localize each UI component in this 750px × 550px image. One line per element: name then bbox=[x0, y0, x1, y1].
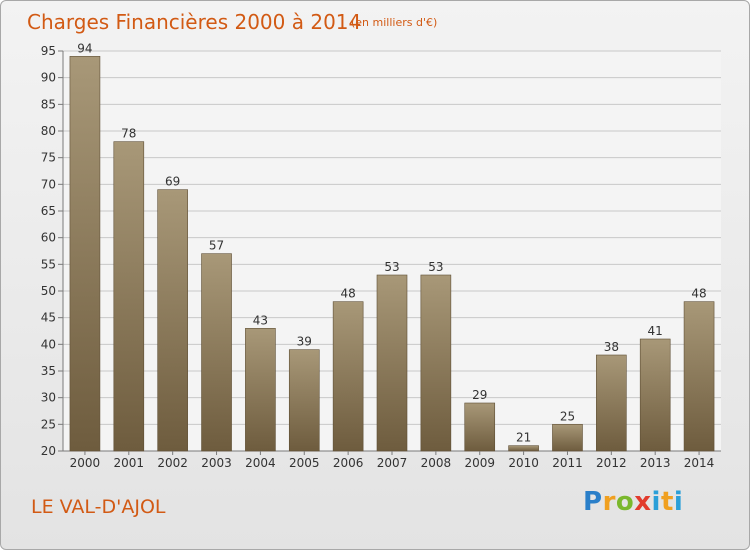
y-tick-label: 65 bbox=[41, 204, 56, 218]
y-tick-label: 20 bbox=[41, 444, 56, 458]
logo-letter-o: o bbox=[615, 487, 635, 517]
x-tick-label-2009: 2009 bbox=[464, 456, 495, 470]
data-label-2003: 57 bbox=[209, 239, 224, 253]
bar-2005 bbox=[288, 349, 320, 452]
y-tick-label: 95 bbox=[41, 44, 56, 58]
commune-name: LE VAL-D'AJOL bbox=[31, 496, 166, 518]
x-tick-label-2007: 2007 bbox=[377, 456, 408, 470]
logo-letter-p: P bbox=[583, 487, 603, 517]
logo-letter-t: t bbox=[660, 487, 674, 517]
bar-2006 bbox=[332, 301, 364, 452]
data-label-2010: 21 bbox=[516, 431, 531, 445]
data-label-2013: 41 bbox=[648, 324, 663, 338]
logo-letter-r: r bbox=[602, 487, 616, 517]
x-tick-label-2010: 2010 bbox=[508, 456, 539, 470]
data-label-2007: 53 bbox=[384, 260, 399, 274]
y-tick-label: 45 bbox=[41, 311, 56, 325]
x-tick-label-2008: 2008 bbox=[421, 456, 452, 470]
y-tick-label: 90 bbox=[41, 71, 56, 85]
bar-2014 bbox=[683, 301, 715, 452]
data-label-2000: 94 bbox=[77, 41, 92, 55]
bar-2013 bbox=[639, 338, 671, 452]
data-label-2008: 53 bbox=[428, 260, 443, 274]
y-tick-label: 40 bbox=[41, 337, 56, 351]
y-tick-label: 80 bbox=[41, 124, 56, 138]
bar-2007 bbox=[376, 274, 408, 452]
x-tick-label-2000: 2000 bbox=[70, 456, 101, 470]
data-label-2011: 25 bbox=[560, 409, 575, 423]
y-tick-label: 75 bbox=[41, 151, 56, 165]
y-tick-label: 85 bbox=[41, 97, 56, 111]
bar-2008 bbox=[420, 274, 452, 452]
x-tick-label-2005: 2005 bbox=[289, 456, 320, 470]
chart-title: Charges Financières 2000 à 2014 bbox=[27, 10, 362, 34]
x-tick-label-2011: 2011 bbox=[552, 456, 583, 470]
data-label-2014: 48 bbox=[691, 287, 706, 301]
bar-2000 bbox=[69, 56, 101, 452]
logo-letter-i: i bbox=[651, 487, 661, 517]
logo-letter-i2: i bbox=[673, 487, 684, 517]
y-tick-label: 55 bbox=[41, 257, 56, 271]
logo-letter-x: x bbox=[634, 487, 652, 517]
y-tick-label: 30 bbox=[41, 391, 56, 405]
y-tick-label: 60 bbox=[41, 231, 56, 245]
bar-2011 bbox=[552, 424, 583, 452]
x-tick-label-2001: 2001 bbox=[114, 456, 145, 470]
bar-2001 bbox=[113, 141, 145, 452]
y-tick-label: 70 bbox=[41, 177, 56, 191]
x-tick-label-2003: 2003 bbox=[201, 456, 232, 470]
y-tick-label: 35 bbox=[41, 364, 56, 378]
x-tick-label-2013: 2013 bbox=[640, 456, 671, 470]
x-tick-label-2006: 2006 bbox=[333, 456, 364, 470]
bar-2010 bbox=[508, 445, 539, 452]
y-tick-label: 25 bbox=[41, 417, 56, 431]
chart-subtitle: (en milliers d'€) bbox=[351, 16, 438, 29]
data-label-2006: 48 bbox=[340, 287, 355, 301]
bar-2004 bbox=[245, 328, 276, 452]
x-tick-label-2014: 2014 bbox=[684, 456, 715, 470]
data-label-2005: 39 bbox=[297, 335, 312, 349]
bar-2003 bbox=[201, 253, 232, 452]
proxiti-logo: Proxiti bbox=[583, 487, 683, 517]
x-tick-label-2012: 2012 bbox=[596, 456, 627, 470]
data-label-2009: 29 bbox=[472, 388, 487, 402]
x-tick-label-2004: 2004 bbox=[245, 456, 276, 470]
x-tick-label-2002: 2002 bbox=[157, 456, 188, 470]
bar-2002 bbox=[157, 189, 188, 452]
data-label-2002: 69 bbox=[165, 175, 180, 189]
data-label-2004: 43 bbox=[253, 313, 268, 327]
data-label-2012: 38 bbox=[604, 340, 619, 354]
y-tick-label: 50 bbox=[41, 284, 56, 298]
data-label-2001: 78 bbox=[121, 127, 136, 141]
bar-2009 bbox=[464, 402, 496, 452]
bar-2012 bbox=[596, 354, 627, 452]
